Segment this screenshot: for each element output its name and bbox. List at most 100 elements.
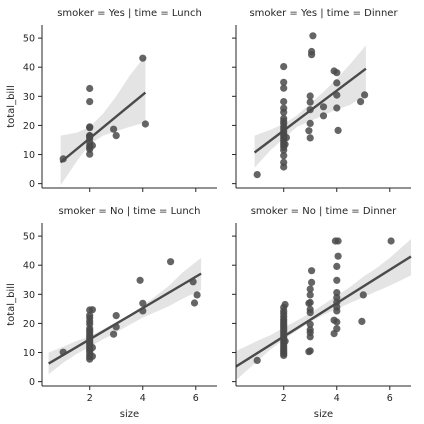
scatter-point: [306, 347, 314, 355]
scatter-point: [306, 285, 314, 293]
scatter-point: [308, 47, 316, 56]
scatter-point: [112, 132, 120, 140]
scatter-point: [308, 278, 316, 286]
scatter-point: [281, 300, 289, 309]
scatter-point: [280, 158, 288, 166]
scatter-point: [280, 63, 288, 71]
x-tick-label: 4: [140, 393, 146, 404]
x-tick-label: 4: [334, 393, 340, 404]
scatter-point: [110, 125, 118, 133]
scatter-point: [86, 123, 94, 131]
scatter-point: [190, 299, 199, 307]
scatter-point: [361, 91, 369, 99]
regression-line: [59, 91, 147, 164]
y-tick-label: 10: [23, 150, 35, 161]
scatter-point: [305, 127, 313, 135]
x-tick-label: 2: [87, 393, 93, 404]
scatter-point: [333, 289, 341, 297]
x-tick-label: 6: [193, 393, 199, 404]
scatter-point: [387, 237, 395, 245]
y-tick-label: 0: [29, 179, 35, 190]
scatter-point: [281, 337, 289, 345]
scatter-point: [334, 252, 342, 260]
scatter-point: [136, 276, 144, 284]
scatter-point: [280, 104, 288, 112]
scatter-point: [139, 54, 147, 62]
panel-smoker-no-dinner: smoker = No | time = Dinner 2 4 6 size: [232, 206, 412, 420]
scatter-point: [139, 299, 147, 307]
scatter-point: [308, 267, 316, 275]
y-tick-label: 40: [23, 63, 35, 74]
confidence-band: [48, 257, 202, 375]
scatter-point: [306, 291, 314, 299]
scatter-point: [333, 104, 341, 112]
scatter-point: [86, 311, 94, 319]
scatter-point: [333, 276, 341, 284]
scatter-point: [334, 126, 342, 134]
y-tick-label: 0: [29, 377, 35, 388]
confidence-band: [60, 55, 146, 186]
x-tick-label: 6: [387, 393, 393, 404]
y-tick-label: 30: [23, 92, 35, 103]
regression-line: [235, 255, 412, 368]
scatter-point: [110, 330, 118, 338]
scatter-point: [333, 262, 341, 270]
panel-smoker-no-lunch: smoker = No | time = Lunch 0 10 20 30 40 50 2 4 6…: [6, 206, 217, 420]
scatter-point: [193, 291, 201, 299]
panel-title: smoker = Yes | time = Lunch: [57, 8, 202, 19]
y-tick-label: 30: [23, 290, 35, 301]
y-tick-label: 50: [23, 34, 35, 45]
scatter-point: [280, 152, 288, 160]
scatter-point: [357, 98, 365, 106]
y-tick-label: 10: [23, 348, 35, 359]
scatter-point: [280, 84, 288, 92]
scatter-point: [359, 291, 367, 299]
panel-title: smoker = Yes | time = Dinner: [249, 8, 398, 19]
scatter-point: [319, 112, 328, 120]
regression-line: [48, 272, 202, 365]
scatter-point: [306, 92, 314, 100]
scatter-point: [358, 317, 366, 325]
scatter-point: [281, 140, 289, 148]
scatter-point: [334, 237, 342, 245]
x-tick-label: 2: [281, 393, 287, 404]
scatter-point: [306, 298, 314, 307]
y-tick-label: 50: [23, 232, 35, 243]
scatter-point: [86, 84, 94, 93]
scatter-point: [306, 98, 314, 106]
scatter-point: [280, 114, 288, 122]
scatter-point: [333, 325, 341, 333]
y-axis-label: total_bill: [6, 85, 17, 128]
scatter-point: [319, 103, 328, 111]
panel-title: smoker = No | time = Dinner: [251, 206, 397, 217]
scatter-point: [306, 326, 314, 334]
scatter-point: [253, 356, 261, 364]
scatter-point: [282, 134, 290, 142]
scatter-point: [88, 344, 96, 352]
scatter-point: [306, 320, 314, 328]
scatter-point: [333, 318, 341, 326]
y-tick-label: 20: [23, 319, 35, 330]
scatter-point: [280, 98, 288, 106]
panel-title: smoker = No | time = Lunch: [58, 206, 200, 217]
scatter-point: [333, 69, 341, 77]
x-axis-label: size: [120, 409, 139, 420]
scatter-point: [333, 79, 341, 87]
scatter-point: [141, 120, 149, 128]
scatter-point: [88, 306, 96, 314]
scatter-point: [112, 312, 120, 320]
panel-smoker-yes-lunch: smoker = Yes | time = Lunch 0 10 20 30 40 50 to…: [6, 8, 217, 192]
y-tick-label: 40: [23, 261, 35, 272]
scatter-point: [280, 78, 288, 86]
confidence-band: [236, 239, 411, 381]
x-axis-label: size: [314, 409, 333, 420]
y-tick-label: 20: [23, 121, 35, 132]
scatter-point: [88, 141, 96, 150]
regression-line: [253, 67, 367, 154]
scatter-point: [253, 171, 261, 179]
scatter-point: [309, 32, 317, 40]
scatter-point: [306, 134, 314, 142]
scatter-point: [86, 98, 94, 106]
scatter-point: [88, 352, 96, 360]
